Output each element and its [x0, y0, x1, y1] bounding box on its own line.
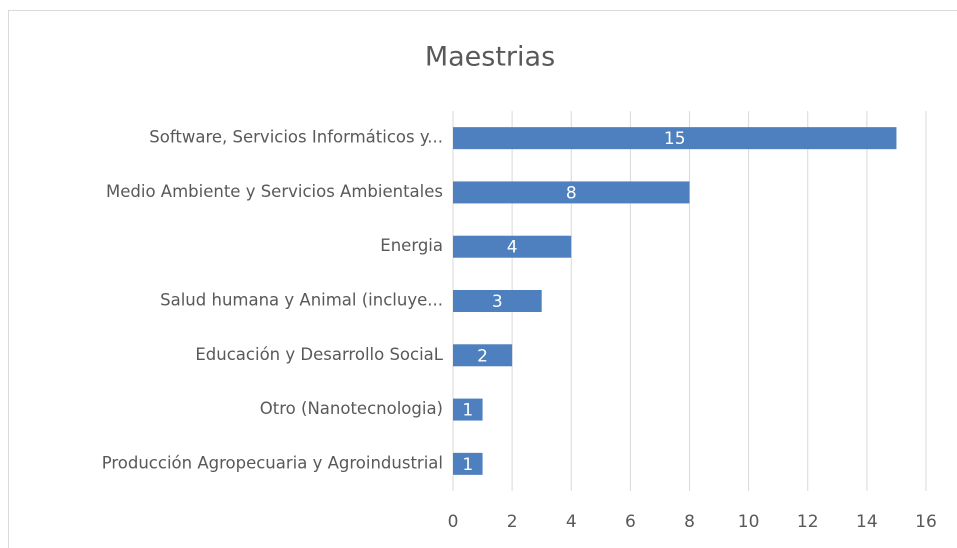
bar [453, 452, 483, 475]
x-tick-label: 0 [448, 512, 459, 532]
data-label: 4 [507, 238, 518, 258]
y-tick-label: Salud humana y Animal (incluye... [160, 291, 443, 310]
x-tick-label: 4 [566, 512, 577, 532]
data-label: 1 [462, 455, 473, 475]
data-label: 3 [492, 292, 503, 312]
y-tick-label: Medio Ambiente y Servicios Ambientales [106, 182, 443, 201]
bar [453, 398, 483, 421]
x-tick-label: 12 [797, 512, 819, 532]
y-tick-label: Educación y Desarrollo SociaL [195, 345, 443, 364]
chart-border [8, 10, 957, 548]
x-tick-label: 8 [684, 512, 695, 532]
data-label: 8 [566, 183, 577, 203]
y-tick-label: Energia [380, 236, 443, 255]
data-label: 2 [477, 346, 488, 366]
bar [453, 127, 897, 150]
data-label: 15 [664, 129, 686, 149]
x-tick-label: 14 [856, 512, 878, 532]
y-tick-label: Otro (Nanotecnologia) [260, 399, 443, 418]
x-tick-label: 16 [915, 512, 937, 532]
chart-title: Maestrias [425, 42, 555, 73]
y-tick-label: Producción Agropecuaria y Agroindustrial [102, 453, 443, 472]
bar [453, 344, 513, 367]
data-label: 1 [462, 401, 473, 421]
x-tick-label: 2 [507, 512, 518, 532]
bar [453, 235, 572, 258]
x-tick-label: 6 [625, 512, 636, 532]
bar [453, 181, 690, 204]
x-tick-label: 10 [738, 512, 760, 532]
bar [453, 290, 542, 312]
y-tick-label: Software, Servicios Informáticos y... [149, 128, 443, 147]
